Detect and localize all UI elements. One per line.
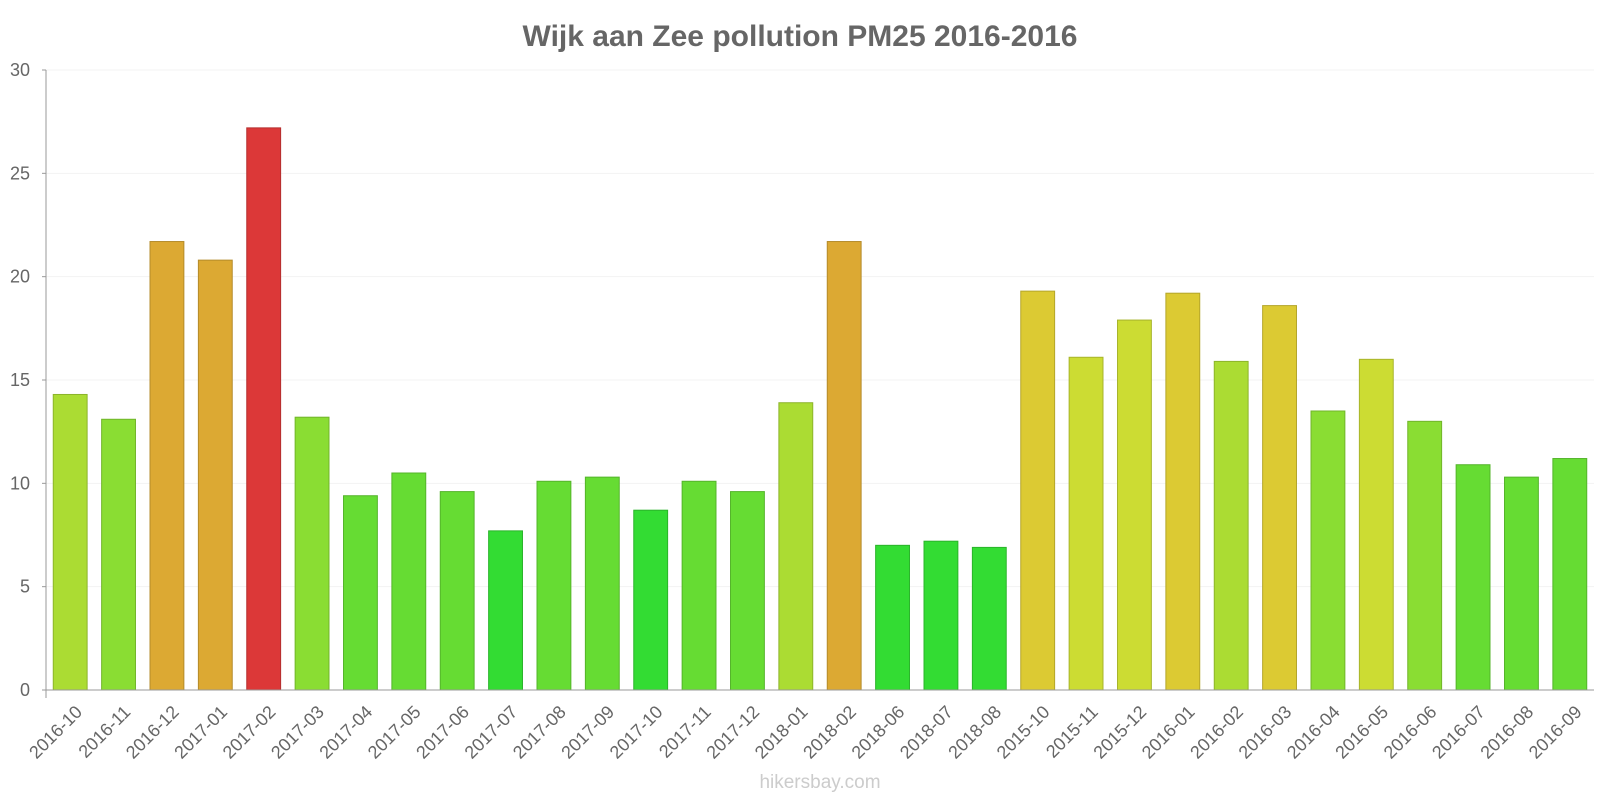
chart-title: Wijk aan Zee pollution PM25 2016-2016 xyxy=(523,20,1078,53)
bar-2017-11 xyxy=(681,480,717,691)
bar-2017-05 xyxy=(391,472,427,691)
bar-2016-11 xyxy=(101,418,136,691)
x-tick-label: 2017-09 xyxy=(557,702,618,763)
x-tick-label: 2018-06 xyxy=(848,702,909,763)
x-tick-label: 2016-12 xyxy=(122,702,183,763)
bar-2015-11 xyxy=(1068,356,1104,691)
bar-2017-12 xyxy=(730,491,765,691)
y-tick-label: 0 xyxy=(20,680,30,700)
x-tick-label: 2017-06 xyxy=(412,702,473,763)
x-axis-tick-labels: 2016-102016-112016-122017-012017-022017-… xyxy=(25,702,1585,763)
x-tick-label: 2016-09 xyxy=(1525,702,1586,763)
bar-2017-01 xyxy=(197,259,233,691)
bar-2016-03 xyxy=(1262,305,1297,691)
x-tick-label: 2017-08 xyxy=(509,702,570,763)
x-tick-label: 2016-10 xyxy=(25,702,86,763)
bar-2017-02 xyxy=(246,127,282,691)
bars xyxy=(52,127,1588,691)
x-tick-label: 2018-01 xyxy=(751,702,812,763)
bar-2016-09 xyxy=(1552,458,1588,691)
bar-2016-08 xyxy=(1504,476,1539,691)
y-tick-label: 30 xyxy=(10,60,30,80)
bar-2018-02 xyxy=(826,241,862,691)
bar-2017-08 xyxy=(536,480,572,691)
bar-2016-12 xyxy=(149,241,185,691)
bar-2017-10 xyxy=(633,509,669,691)
x-tick-label: 2017-02 xyxy=(219,702,280,763)
x-tick-label: 2018-08 xyxy=(944,702,1005,763)
bar-2017-03 xyxy=(294,416,330,691)
x-tick-label: 2015-10 xyxy=(993,702,1054,763)
bar-2016-05 xyxy=(1358,358,1394,691)
x-tick-label: 2017-05 xyxy=(364,702,425,763)
x-tick-label: 2018-07 xyxy=(896,702,957,763)
x-tick-label: 2016-06 xyxy=(1380,702,1441,763)
bar-2016-04 xyxy=(1310,410,1346,691)
x-tick-label: 2016-05 xyxy=(1331,702,1392,763)
bar-2018-07 xyxy=(923,540,959,691)
x-tick-label: 2016-02 xyxy=(1186,702,1247,763)
y-tick-label: 5 xyxy=(20,577,30,597)
axes xyxy=(42,69,1594,698)
bar-2015-10 xyxy=(1020,290,1056,691)
x-tick-label: 2017-03 xyxy=(267,702,328,763)
x-tick-label: 2017-01 xyxy=(170,702,231,763)
bar-2016-06 xyxy=(1407,420,1443,691)
x-tick-label: 2016-08 xyxy=(1476,702,1537,763)
y-tick-label: 25 xyxy=(10,163,30,183)
watermark: hikersbay.com xyxy=(759,772,880,793)
x-tick-label: 2017-12 xyxy=(702,702,763,763)
x-tick-label: 2017-10 xyxy=(606,702,667,763)
x-tick-label: 2016-01 xyxy=(1138,702,1199,763)
x-tick-label: 2016-04 xyxy=(1283,702,1344,763)
bar-2018-01 xyxy=(778,402,814,691)
bar-2018-06 xyxy=(875,544,910,691)
x-tick-label: 2018-02 xyxy=(799,702,860,763)
bar-2016-01 xyxy=(1165,292,1201,691)
bar-2017-07 xyxy=(488,530,523,691)
bar-2017-04 xyxy=(343,495,378,691)
y-tick-label: 10 xyxy=(10,473,30,493)
y-tick-label: 20 xyxy=(10,267,30,287)
bar-2016-07 xyxy=(1455,464,1491,691)
x-tick-label: 2016-03 xyxy=(1235,702,1296,763)
x-tick-label: 2016-07 xyxy=(1428,702,1489,763)
x-tick-label: 2017-04 xyxy=(315,702,376,763)
x-tick-label: 2015-12 xyxy=(1089,702,1150,763)
bar-2018-08 xyxy=(971,546,1007,691)
bar-2016-02 xyxy=(1213,360,1249,691)
y-axis-tick-labels: 0 5 10 15 20 25 30 xyxy=(10,60,30,700)
x-tick-label: 2017-07 xyxy=(461,702,522,763)
bar-2016-10 xyxy=(52,393,88,691)
y-tick-label: 15 xyxy=(10,370,30,390)
bar-2017-06 xyxy=(439,491,475,691)
bar-2017-09 xyxy=(584,476,620,691)
bar-2015-12 xyxy=(1117,319,1152,691)
